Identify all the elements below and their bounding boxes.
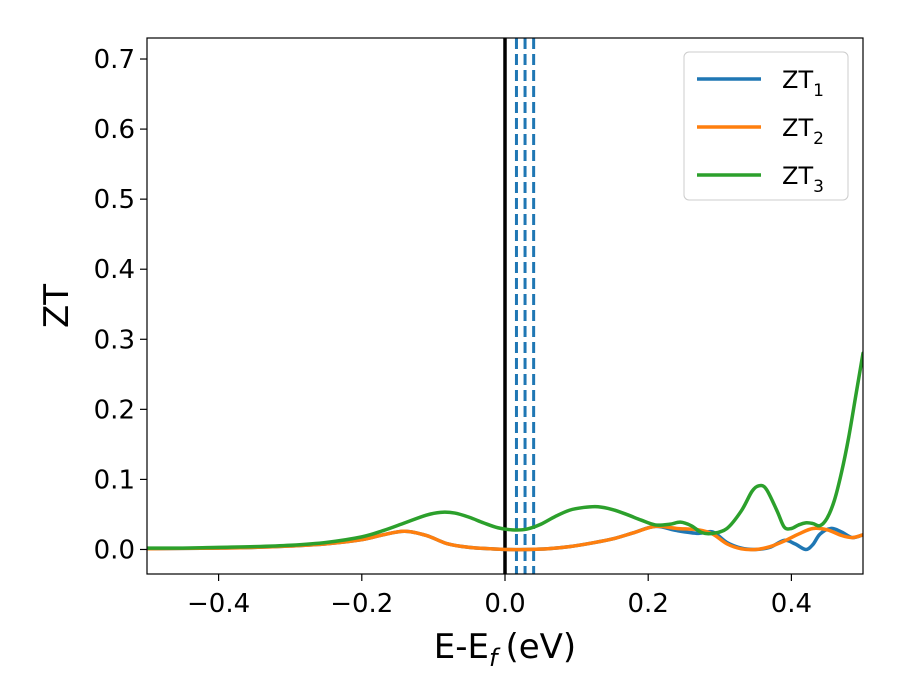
y-tick-label: 0.5	[94, 185, 135, 215]
y-tick-label: 0.1	[94, 465, 135, 495]
y-tick-label: 0.7	[94, 45, 135, 75]
x-tick-label: −0.4	[187, 589, 250, 619]
legend: ZT1 ZT2 ZT3	[683, 51, 849, 201]
x-tick-label: 0.0	[484, 589, 525, 619]
legend-label-zt3: ZT3	[782, 162, 824, 197]
y-axis-label: ZT	[37, 284, 77, 328]
series-layer	[147, 351, 863, 552]
y-tick-label: 0.3	[94, 325, 135, 355]
legend-label-zt1: ZT1	[782, 66, 824, 101]
x-axis-label: E-Ef (eV)	[434, 627, 576, 672]
x-axis-ticks: −0.4 −0.2 0.0 0.2 0.4	[187, 574, 812, 619]
series-line-zt3	[147, 351, 863, 550]
x-tick-label: −0.2	[330, 589, 393, 619]
y-tick-label: 0.6	[94, 115, 135, 145]
y-tick-label: 0.2	[94, 395, 135, 425]
legend-box	[683, 51, 849, 201]
x-tick-label: 0.2	[628, 589, 669, 619]
series-line-zt2	[147, 524, 863, 552]
legend-label-zt2: ZT2	[782, 114, 824, 149]
y-tick-label: 0.4	[94, 255, 135, 285]
reference-lines	[503, 38, 536, 574]
y-axis-ticks: 0.0 0.1 0.2 0.3 0.4 0.5 0.6 0.7	[94, 45, 147, 565]
x-tick-label: 0.4	[771, 589, 812, 619]
y-tick-label: 0.0	[94, 535, 135, 565]
